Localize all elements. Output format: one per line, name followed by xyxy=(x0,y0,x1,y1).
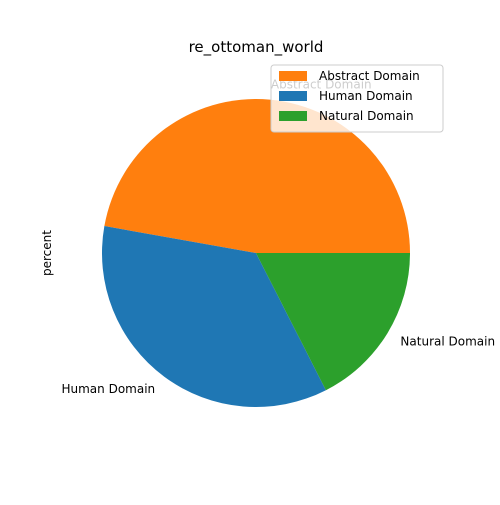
pie-slice-natural-domain xyxy=(256,253,410,391)
legend-frame xyxy=(270,64,444,133)
legend-swatch-human-domain xyxy=(279,91,307,101)
pie-slices xyxy=(102,99,411,407)
y-axis-label: percent xyxy=(40,230,54,276)
pie-slice-human-domain xyxy=(102,226,326,407)
pie-slice-abstract-domain xyxy=(104,99,411,253)
chart-title: re_ottoman_world xyxy=(189,38,324,57)
legend-label-abstract-domain: Abstract Domain xyxy=(319,69,420,83)
slice-label-natural-domain: Natural Domain xyxy=(400,335,495,349)
legend-swatch-natural-domain xyxy=(279,111,307,121)
legend: Abstract Domain Human Domain Natural Domai… xyxy=(270,64,444,133)
slice-label-human-domain: Human Domain xyxy=(61,382,155,396)
legend-label-human-domain: Human Domain xyxy=(319,89,413,103)
legend-items: Abstract Domain Human Domain Natural Domai… xyxy=(279,69,420,123)
legend-label-natural-domain: Natural Domain xyxy=(319,109,414,123)
legend-swatch-abstract-domain xyxy=(279,71,307,81)
